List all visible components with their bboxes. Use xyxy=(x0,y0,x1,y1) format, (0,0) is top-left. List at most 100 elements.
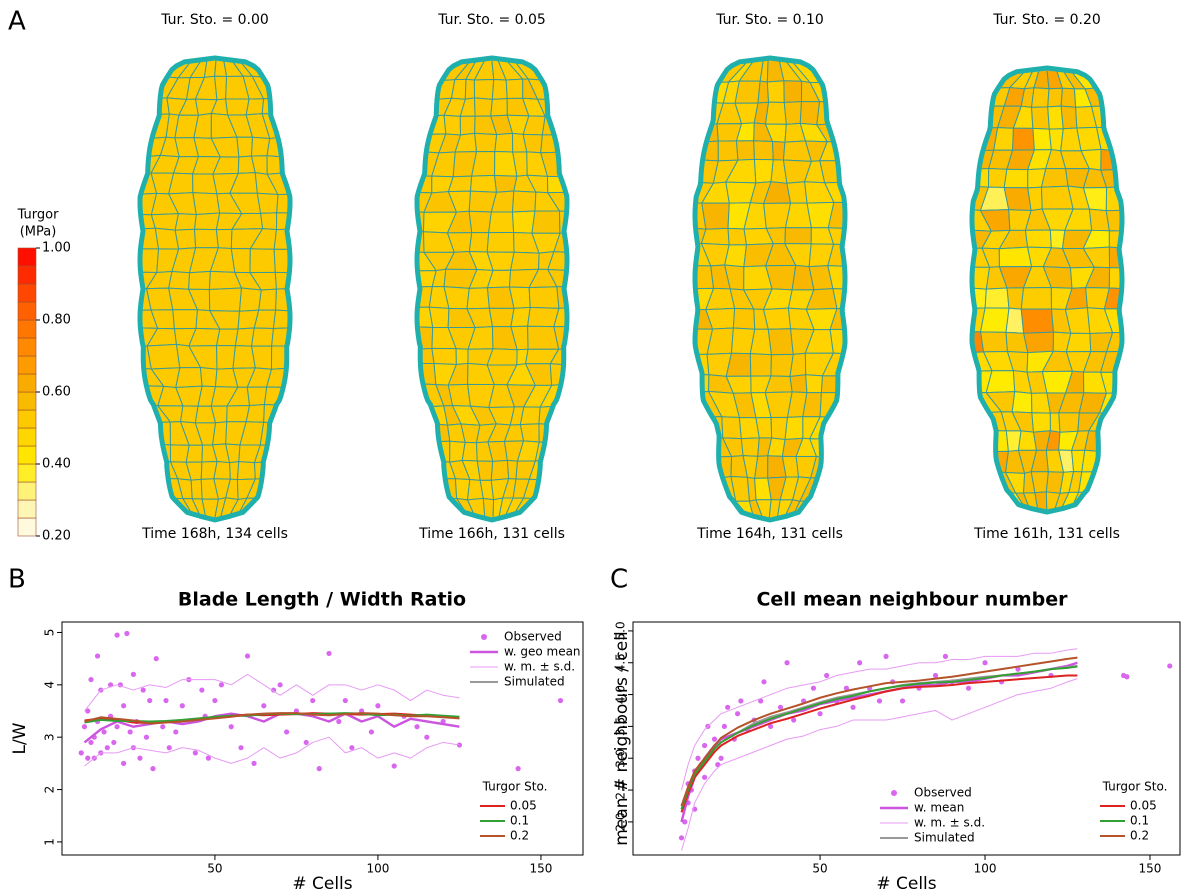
colorbar-title: (MPa) xyxy=(20,225,57,240)
observed-point xyxy=(857,660,863,666)
cell xyxy=(245,404,265,423)
observed-point xyxy=(153,656,159,662)
cell xyxy=(494,132,514,153)
cell xyxy=(225,98,250,116)
observed-point xyxy=(883,653,889,659)
observed-point xyxy=(81,724,88,730)
cell xyxy=(1011,391,1033,414)
cell xyxy=(770,353,794,377)
leaf-caption: Time 164h, 131 cells xyxy=(696,526,843,542)
legend-symbol xyxy=(481,634,487,640)
cell xyxy=(721,416,742,440)
observed-point xyxy=(843,685,850,691)
cell xyxy=(490,97,508,117)
observed-point xyxy=(725,704,731,710)
observed-point xyxy=(701,742,708,749)
cell xyxy=(987,167,1008,188)
cell xyxy=(519,406,541,426)
cell xyxy=(547,251,567,272)
observed-point xyxy=(94,653,101,659)
cell xyxy=(789,374,808,394)
cell xyxy=(443,114,462,136)
colorbar-band xyxy=(17,373,37,393)
observed-point xyxy=(192,750,198,756)
legend-label: Observed xyxy=(504,630,562,644)
cell xyxy=(505,78,524,100)
observed-point xyxy=(127,729,133,735)
y-axis-label: mean # neighbours / cell xyxy=(612,631,632,845)
observed-point xyxy=(179,703,185,709)
cell xyxy=(417,306,434,329)
observed-point xyxy=(130,671,137,677)
cell xyxy=(695,265,715,290)
y-tick-label: 2.0 xyxy=(614,812,628,831)
cell xyxy=(784,227,812,245)
observed-point xyxy=(147,697,153,704)
plot-frame xyxy=(61,621,584,856)
cell xyxy=(717,140,739,162)
observed-point xyxy=(85,708,91,714)
cell xyxy=(175,366,203,388)
cell xyxy=(474,132,498,153)
observed-point xyxy=(150,766,156,772)
series-line xyxy=(680,661,1078,823)
cell xyxy=(208,287,243,312)
x-tick-label: 150 xyxy=(529,862,552,876)
observed-point xyxy=(212,697,218,704)
x-axis-label: # Cells xyxy=(292,874,352,894)
cell xyxy=(236,461,256,481)
turgor-line xyxy=(680,665,1078,810)
observed-point xyxy=(121,760,127,766)
observed-point xyxy=(101,729,107,735)
cell xyxy=(490,459,510,481)
observed-point xyxy=(767,723,774,730)
legend-label: 0.1 xyxy=(510,814,529,828)
observed-point xyxy=(137,755,143,761)
cell xyxy=(461,441,478,462)
cell xyxy=(216,345,236,370)
colorbar-tick-label: 0.20 xyxy=(42,529,71,544)
observed-point xyxy=(965,685,972,691)
cell xyxy=(250,345,273,370)
leaf-caption: Time 168h, 134 cells xyxy=(141,526,288,542)
cell xyxy=(527,325,560,350)
cell xyxy=(174,228,197,250)
cell xyxy=(1003,168,1029,189)
x-tick-label: 50 xyxy=(207,862,222,876)
cell xyxy=(488,307,515,328)
cell xyxy=(215,328,239,347)
turgor-line xyxy=(84,712,460,725)
legend-label: w. m. ± s.d. xyxy=(914,816,985,830)
legend-label: 0.2 xyxy=(510,829,529,843)
x-tick-label: 100 xyxy=(366,862,389,876)
observed-point xyxy=(121,703,127,709)
leaf-title: Tur. Sto. = 0.10 xyxy=(715,12,824,28)
cell xyxy=(428,306,450,329)
colorbar-band xyxy=(17,463,37,483)
cell xyxy=(486,231,515,253)
observed-point xyxy=(277,682,283,688)
observed-point xyxy=(166,745,172,751)
observed-point xyxy=(784,660,790,666)
chart-title: Blade Length / Width Ratio xyxy=(178,589,466,611)
colorbar-band xyxy=(17,301,37,321)
cell xyxy=(1031,412,1051,433)
cell xyxy=(972,266,991,290)
observed-point xyxy=(163,697,169,704)
observed-point xyxy=(695,755,701,761)
observed-point xyxy=(140,687,146,693)
cell xyxy=(1047,105,1064,130)
leaf-caption: Time 166h, 131 cells xyxy=(418,526,565,542)
cell xyxy=(251,327,275,347)
cell xyxy=(732,307,756,330)
panel-label: C xyxy=(610,565,628,595)
leaf-caption: Time 161h, 131 cells xyxy=(973,526,1120,542)
cell xyxy=(256,192,279,214)
series-line xyxy=(83,712,460,744)
observed-point xyxy=(238,745,244,751)
leaf-outline xyxy=(692,55,848,523)
observed-point xyxy=(982,660,988,666)
observed-point xyxy=(173,729,179,735)
y-tick-label: 2.5 xyxy=(614,781,628,800)
cell xyxy=(1047,87,1063,108)
